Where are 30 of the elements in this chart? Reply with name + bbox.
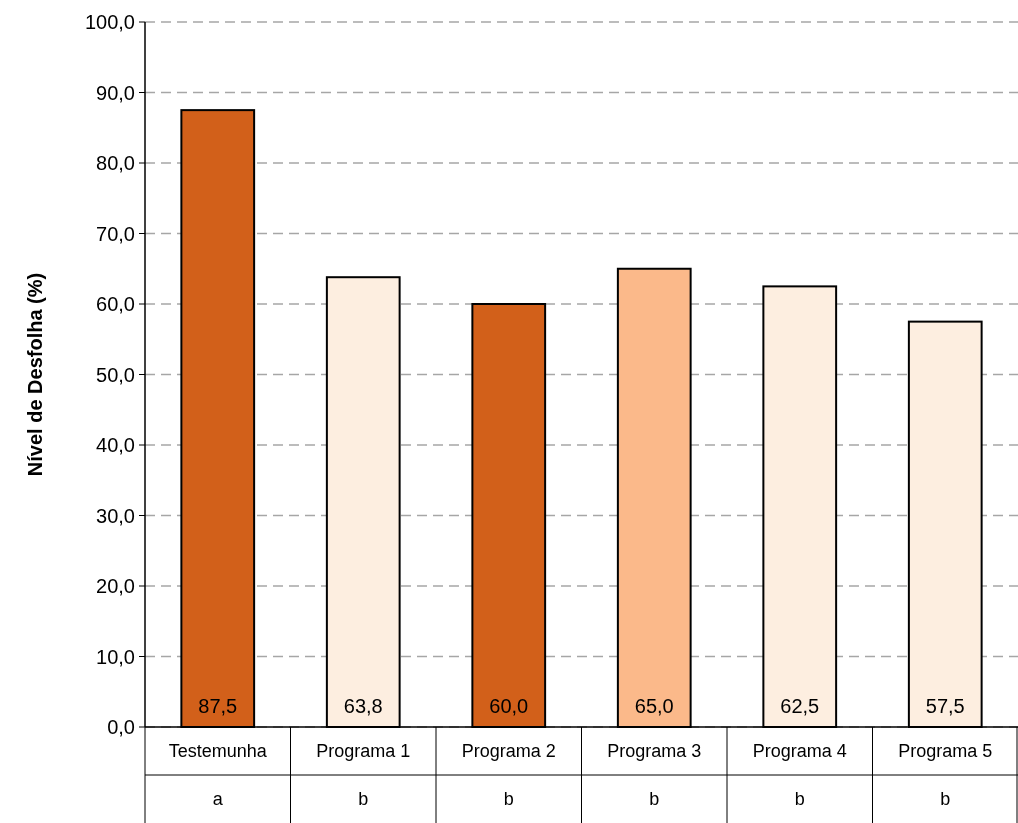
data-label: 62,5 xyxy=(780,695,820,717)
y-tick-label: 20,0 xyxy=(96,575,135,597)
x-tick-label: Programa 5 xyxy=(898,741,993,762)
y-tick-label: 90,0 xyxy=(96,81,135,104)
y-tick-label: 100,0 xyxy=(84,11,135,33)
data-label: 87,5 xyxy=(198,695,238,717)
y-tick-label: 40,0 xyxy=(96,434,135,456)
x-tick-label: Programa 3 xyxy=(607,741,702,762)
data-label: 57,5 xyxy=(925,695,965,717)
x-tick-label: Programa 4 xyxy=(752,741,847,762)
text: b xyxy=(358,789,369,810)
x-tick-label: Programa 2 xyxy=(461,741,556,762)
y-tick-label: 10,0 xyxy=(96,645,135,668)
y-tick-label: 80,0 xyxy=(96,152,135,174)
data-label: 65,0 xyxy=(634,695,674,717)
x-tick-label: Testemunha xyxy=(168,741,268,762)
y-axis-title: Nível de Desfolha (%) xyxy=(24,272,46,477)
y-tick-label: 50,0 xyxy=(96,363,135,386)
text: b xyxy=(503,789,514,810)
text: a xyxy=(212,789,224,810)
x-tick-label: Programa 1 xyxy=(316,741,411,762)
y-tick-label: 60,0 xyxy=(96,293,135,315)
y-tick-label: 0,0 xyxy=(107,716,135,738)
text: b xyxy=(794,789,805,810)
data-label: 60,0 xyxy=(489,695,529,717)
text: b xyxy=(940,789,951,810)
y-tick-label: 70,0 xyxy=(96,222,135,245)
data-label: 63,8 xyxy=(343,695,383,717)
text: b xyxy=(649,789,660,810)
y-tick-label: 30,0 xyxy=(96,504,135,527)
